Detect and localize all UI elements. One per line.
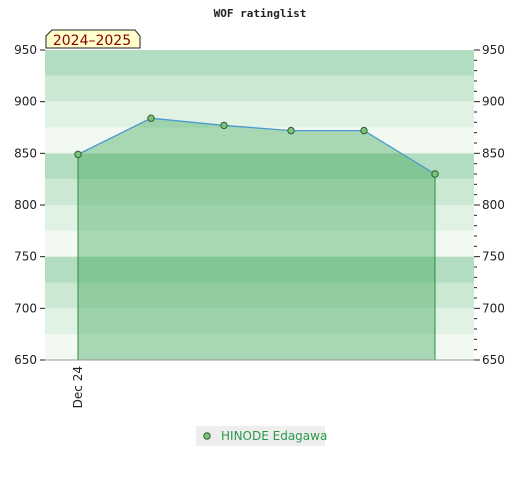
y-axis-left: 650 700 750 800 850 900 950	[14, 43, 45, 367]
series-line	[77, 117, 436, 175]
y-tick-label-left: 850	[14, 146, 37, 160]
background-band	[45, 205, 474, 231]
y-tick-label-left: 950	[14, 43, 37, 57]
y-tick-label-right: 800	[482, 198, 505, 212]
background-band	[45, 127, 474, 154]
data-point	[431, 170, 439, 178]
y-tick-label-left: 900	[14, 95, 37, 109]
data-point	[360, 126, 368, 135]
x-axis: Dec 24	[45, 359, 474, 408]
season-label: 2024–2025	[45, 29, 141, 49]
series-area	[78, 118, 435, 360]
season-label-text: 2024–2025	[53, 33, 131, 49]
legend: HINODE Edagawa	[196, 426, 327, 446]
y-tick-label-left: 800	[14, 198, 37, 212]
background-band	[45, 153, 474, 180]
background-band	[45, 334, 474, 360]
background-band	[45, 308, 474, 335]
background-band	[45, 179, 474, 205]
y-tick-label-left: 700	[14, 301, 37, 315]
background-band	[45, 282, 474, 309]
y-tick-label-left: 750	[14, 250, 37, 264]
data-point	[147, 114, 155, 122]
y-tick-label-right: 650	[482, 353, 505, 367]
y-tick-label-right: 950	[482, 43, 505, 57]
x-tick-label: Dec 24	[71, 366, 85, 408]
y-tick-label-right: 750	[482, 250, 505, 264]
data-point	[287, 126, 295, 135]
chart-title: WOF ratinglist	[214, 7, 307, 20]
y-tick-label-right: 900	[482, 95, 505, 109]
data-point	[74, 150, 82, 159]
background-bands	[45, 50, 474, 360]
data-point	[220, 121, 228, 130]
background-band	[45, 230, 474, 257]
season-label-box	[45, 29, 141, 49]
background-band	[45, 50, 474, 76]
y-tick-label-right: 850	[482, 146, 505, 160]
y-axis-right: 650 700 750 800 850 900 950	[474, 43, 505, 367]
legend-box	[196, 426, 325, 446]
legend-marker	[203, 432, 211, 440]
y-tick-label-left: 650	[14, 353, 37, 367]
background-band	[45, 75, 474, 102]
area-layer	[74, 114, 439, 360]
legend-label: HINODE Edagawa	[221, 429, 327, 443]
background-band	[45, 101, 474, 128]
background-band	[45, 256, 474, 283]
y-tick-label-right: 700	[482, 301, 505, 315]
